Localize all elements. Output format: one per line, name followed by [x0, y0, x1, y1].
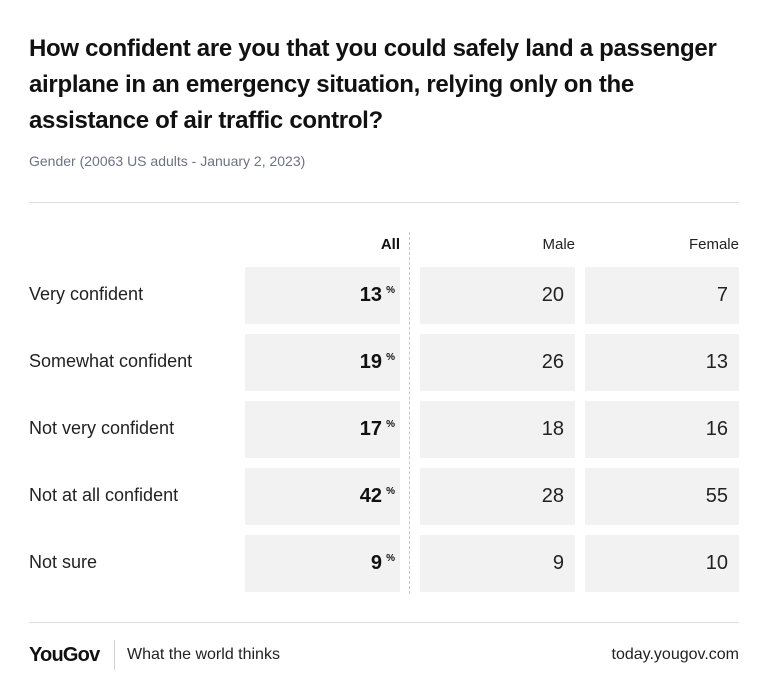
footer-separator	[114, 640, 115, 670]
value-male: 18	[541, 418, 564, 440]
value-female: 7	[716, 284, 728, 306]
value-female: 16	[705, 418, 728, 440]
column-header-male: Male	[542, 236, 575, 253]
value-female: 10	[705, 552, 728, 574]
footer-url[interactable]: today.yougov.com	[611, 646, 739, 663]
value-all: 13	[359, 284, 382, 306]
column-header-all: All	[380, 236, 400, 253]
column-separator	[409, 232, 410, 594]
value-male: 20	[541, 284, 564, 306]
value-male: 26	[541, 351, 564, 373]
cell-male: 28	[420, 468, 575, 525]
value-male: 28	[541, 485, 564, 507]
cell-all: 9%	[245, 535, 400, 592]
cell-female: 10	[585, 535, 739, 592]
cell-all: 42%	[245, 468, 400, 525]
row-label: Very confident	[29, 284, 144, 304]
cell-female: 16	[585, 401, 739, 458]
cell-all: 19%	[245, 334, 400, 391]
percent-sign: %	[386, 352, 395, 363]
page-title: How confident are you that you could saf…	[29, 35, 717, 134]
value-female: 13	[705, 351, 728, 373]
value-female: 55	[705, 485, 728, 507]
row-label: Somewhat confident	[29, 351, 193, 371]
row-label: Not very confident	[29, 418, 175, 438]
top-divider	[29, 202, 739, 203]
cell-male: 20	[420, 267, 575, 324]
cell-male: 26	[420, 334, 575, 391]
row-label: Not sure	[29, 552, 98, 572]
value-all: 17	[359, 418, 382, 440]
cell-male: 9	[420, 535, 575, 592]
value-all: 9	[370, 552, 382, 574]
cell-male: 18	[420, 401, 575, 458]
cell-all: 13%	[245, 267, 400, 324]
value-all: 19	[359, 351, 382, 373]
value-male: 9	[552, 552, 564, 574]
percent-sign: %	[386, 486, 395, 497]
cell-female: 55	[585, 468, 739, 525]
footer-tagline: What the world thinks	[127, 646, 280, 663]
row-label: Not at all confident	[29, 485, 179, 505]
value-all: 42	[359, 485, 382, 507]
cell-female: 13	[585, 334, 739, 391]
cell-female: 7	[585, 267, 739, 324]
yougov-logo: YouGov	[29, 644, 100, 666]
column-header-female: Female	[688, 236, 739, 253]
percent-sign: %	[386, 419, 395, 430]
percent-sign: %	[386, 285, 395, 296]
bottom-divider	[29, 622, 739, 623]
cell-all: 17%	[245, 401, 400, 458]
subtitle: Gender (20063 US adults - January 2, 202…	[29, 153, 306, 169]
percent-sign: %	[386, 553, 395, 564]
